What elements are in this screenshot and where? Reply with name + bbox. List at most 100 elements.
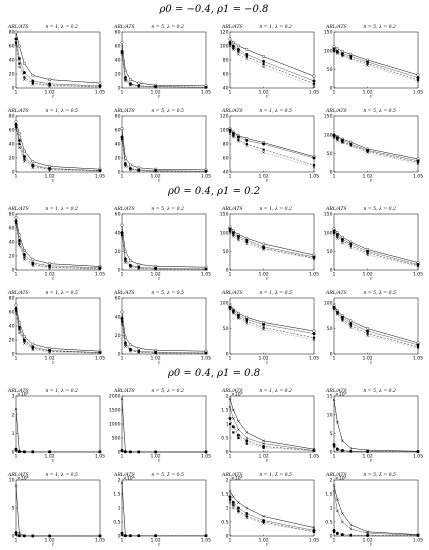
y-tick-label: 0 <box>118 268 121 274</box>
chart-panel: ARL/ATS n = 5, λ = 0.2 0 50 100 150 1 1.02 1.05 τ <box>324 206 423 282</box>
panel-info-label: n = 1, λ = 0.2 <box>45 206 78 212</box>
y-tick-label: 0 <box>330 268 333 274</box>
x-tick-label: 1.02 <box>44 454 54 460</box>
data-point <box>312 82 316 85</box>
data-point <box>237 436 240 440</box>
data-point <box>349 321 353 325</box>
x-tick-label: 1.02 <box>362 174 372 180</box>
data-point <box>237 53 240 56</box>
x-tick-label: 1.02 <box>44 272 54 278</box>
data-point <box>31 534 34 538</box>
data-point <box>262 520 265 524</box>
data-point <box>128 78 132 82</box>
series-line <box>121 52 207 88</box>
y-tick-label: 60 <box>9 128 15 134</box>
y-tick-label: 40 <box>9 324 15 330</box>
x-tick-label: 1.02 <box>362 538 372 544</box>
y-tick-label: 40 <box>223 170 229 176</box>
data-point <box>341 54 344 58</box>
chart-panel: ARL/ATS n = 1, λ = 0.5 40 60 80 100 120 1 1.02 1.… <box>220 108 319 184</box>
data-point <box>231 506 235 510</box>
data-point <box>332 489 336 493</box>
x-tick-label: 1 <box>333 90 336 96</box>
y-axis-label: ARL/ATS <box>113 108 135 114</box>
chart-panel: ARL/ATS n = 1, λ = 0.5 0 50 100 1 1.02 1.05 τ <box>220 290 319 366</box>
data-point <box>416 161 420 164</box>
data-point <box>17 131 21 135</box>
plot-area <box>15 297 101 355</box>
panel-info-label: n = 1, λ = 0.5 <box>45 472 78 478</box>
data-point <box>98 534 102 538</box>
data-point <box>154 450 157 454</box>
x-axis-label: τ <box>158 179 161 184</box>
data-point <box>31 82 34 85</box>
data-point <box>245 48 249 52</box>
plot-area <box>121 297 207 355</box>
data-point <box>341 318 344 321</box>
x-axis-label: τ <box>266 543 269 548</box>
y-tick-label: 0 <box>118 534 121 540</box>
series-line <box>229 398 315 450</box>
y-tick-label: 40 <box>115 230 121 236</box>
y-tick-label: 2 <box>118 478 121 484</box>
data-point <box>48 534 51 538</box>
plot-area <box>15 479 101 537</box>
data-point <box>154 267 157 271</box>
data-point <box>237 510 240 514</box>
y-tick-label: 0 <box>330 86 333 92</box>
x-tick-label: 1.02 <box>362 90 372 96</box>
y-axis-label: ARL/ATS <box>7 24 29 30</box>
plot-area <box>15 31 101 89</box>
data-point <box>262 442 265 445</box>
x-tick-label: 1 <box>121 272 124 278</box>
x-tick-label: 1.02 <box>362 272 372 278</box>
y-axis-label: ARL/ATS <box>325 108 347 114</box>
y-tick-label: 60 <box>9 310 15 316</box>
data-point <box>14 125 18 128</box>
data-point <box>416 264 420 267</box>
panel-info-label: n = 1, λ = 0.5 <box>259 290 292 296</box>
panel-info-label: n = 5, λ = 0.2 <box>363 24 396 30</box>
data-point <box>262 151 265 154</box>
y-exponent-label: ×10⁴ <box>123 476 135 482</box>
x-tick-label: 1.05 <box>309 174 319 180</box>
data-point <box>31 258 35 262</box>
data-point <box>14 127 18 130</box>
data-point <box>228 489 232 493</box>
data-point <box>236 44 240 48</box>
data-point <box>231 48 235 51</box>
x-tick-label: 1.02 <box>150 538 160 544</box>
x-axis-label: τ <box>266 179 269 184</box>
x-tick-label: 1 <box>15 356 18 362</box>
plot-area <box>333 395 419 453</box>
data-point <box>124 78 127 81</box>
chart-panel: ARL/ATS n = 5, λ = 0.5 0 50 100 150 1 1.02 1.05 τ <box>324 108 423 184</box>
data-point <box>349 450 352 453</box>
y-tick-label: 0 <box>330 170 333 176</box>
data-point <box>123 345 127 348</box>
chart-panel: ARL/ATS n = 5, λ̃ = 0.5 ×10⁴ 0 0.5 1 1.5 2 1 1.02… <box>113 472 211 548</box>
data-point <box>335 138 339 142</box>
y-tick-label: 2 <box>12 412 15 418</box>
data-point <box>14 41 18 44</box>
data-point <box>349 534 352 537</box>
x-tick-label: 1.02 <box>258 538 268 544</box>
x-tick-label: 1 <box>15 174 18 180</box>
data-point <box>349 144 352 147</box>
y-tick-label: 1 <box>226 422 229 428</box>
x-axis-label: τ <box>158 95 161 100</box>
data-point <box>332 398 336 402</box>
data-point <box>416 450 420 453</box>
y-tick-label: 5 <box>12 506 15 512</box>
y-axis-label: ARL/ATS <box>7 290 29 296</box>
y-tick-label: 20 <box>115 249 121 255</box>
y-tick-label: 40 <box>9 142 15 148</box>
data-point <box>245 55 248 58</box>
data-point <box>245 431 249 434</box>
panel-info-label: n = 5, λ = 0.5 <box>363 290 396 296</box>
x-axis-label: τ <box>52 179 55 184</box>
chart-panel: ARL/ATS n = 1, λ = 0.5 0 20 40 60 80 1 1.02 1.05 τ <box>7 290 105 366</box>
data-point <box>231 495 235 499</box>
y-tick-label: 3 <box>12 394 15 400</box>
